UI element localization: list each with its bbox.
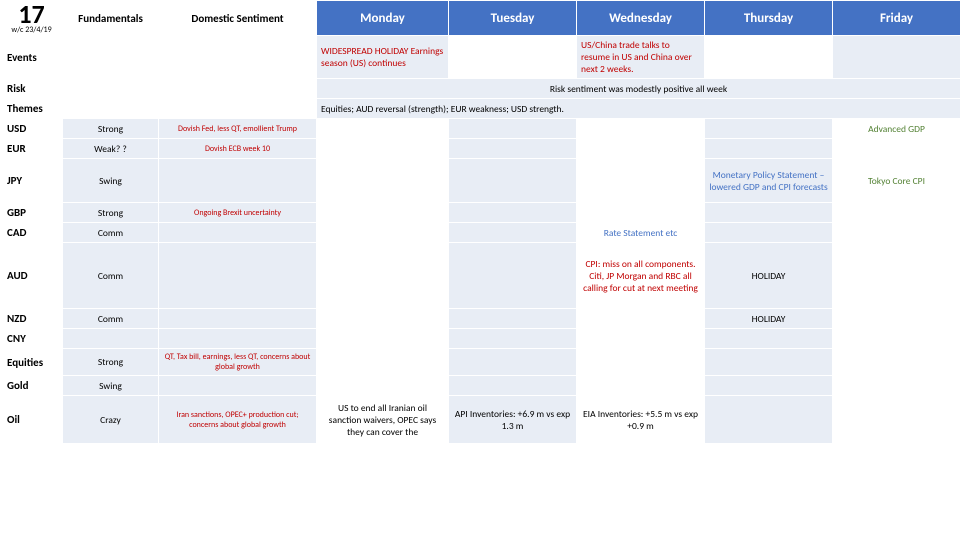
gbp-sent: Ongoing Brexit uncertainty (159, 203, 317, 223)
usd-sent: Dovish Fed, less QT, emollient Trump (159, 119, 317, 139)
cad-wed: Rate Statement etc (577, 223, 705, 243)
row-themes: Themes Equities; AUD reversal (strength)… (1, 99, 960, 119)
day-thu: Thursday (705, 1, 833, 36)
col-sentiment: Domestic Sentiment (159, 1, 317, 36)
oil-mon: US to end all Iranian oil sanction waive… (317, 396, 449, 444)
week-number-cell: 17 w/c 23/4/19 (1, 1, 63, 36)
weekly-matrix: 17 w/c 23/4/19 Fundamentals Domestic Sen… (0, 0, 960, 444)
row-eur: EUR Weak? ? Dovish ECB week 10 (1, 139, 960, 159)
row-gbp: GBP Strong Ongoing Brexit uncertainty (1, 203, 960, 223)
gold-fund: Swing (63, 376, 159, 396)
usd-fund: Strong (63, 119, 159, 139)
label-cny: CNY (1, 329, 63, 349)
nzd-thu: HOLIDAY (705, 309, 833, 329)
label-eur: EUR (1, 139, 63, 159)
row-gold: Gold Swing (1, 376, 960, 396)
day-mon: Monday (317, 1, 449, 36)
label-equities: Equities (1, 349, 63, 376)
row-risk: Risk Risk sentiment was modestly positiv… (1, 79, 960, 99)
col-fundamentals: Fundamentals (63, 1, 159, 36)
row-events: Events WIDESPREAD HOLIDAY Earnings seaso… (1, 36, 960, 79)
oil-wed: EIA Inventories: +5.5 m vs exp +0.9 m (577, 396, 705, 444)
label-nzd: NZD (1, 309, 63, 329)
label-events: Events (1, 36, 63, 79)
events-mon: WIDESPREAD HOLIDAY Earnings season (US) … (317, 36, 449, 79)
label-risk: Risk (1, 79, 63, 99)
events-wed: US/China trade talks to resume in US and… (577, 36, 705, 79)
oil-sent: Iran sanctions, OPEC+ production cut; co… (159, 396, 317, 444)
row-aud: AUD Comm CPI: miss on all components. Ci… (1, 243, 960, 309)
equities-sent: QT, Tax bill, earnings, less QT, concern… (159, 349, 317, 376)
oil-fund: Crazy (63, 396, 159, 444)
eur-sent: Dovish ECB week 10 (159, 139, 317, 159)
label-gold: Gold (1, 376, 63, 396)
label-jpy: JPY (1, 159, 63, 203)
label-themes: Themes (1, 99, 63, 119)
jpy-thu: Monetary Policy Statement – lowered GDP … (705, 159, 833, 203)
gbp-fund: Strong (63, 203, 159, 223)
risk-span: Risk sentiment was modestly positive all… (317, 79, 960, 99)
label-cad: CAD (1, 223, 63, 243)
eur-fund: Weak? ? (63, 139, 159, 159)
row-cny: CNY (1, 329, 960, 349)
row-nzd: NZD Comm HOLIDAY (1, 309, 960, 329)
day-fri: Friday (833, 1, 960, 36)
aud-fund: Comm (63, 243, 159, 309)
themes-span: Equities; AUD reversal (strength); EUR w… (317, 99, 960, 119)
nzd-fund: Comm (63, 309, 159, 329)
label-aud: AUD (1, 243, 63, 309)
row-usd: USD Strong Dovish Fed, less QT, emollien… (1, 119, 960, 139)
row-jpy: JPY Swing Monetary Policy Statement – lo… (1, 159, 960, 203)
row-equities: Equities Strong QT, Tax bill, earnings, … (1, 349, 960, 376)
aud-wed: CPI: miss on all components. Citi, JP Mo… (577, 243, 705, 309)
label-usd: USD (1, 119, 63, 139)
aud-thu: HOLIDAY (705, 243, 833, 309)
cad-fund: Comm (63, 223, 159, 243)
header-row: 17 w/c 23/4/19 Fundamentals Domestic Sen… (1, 1, 960, 36)
equities-fund: Strong (63, 349, 159, 376)
day-wed: Wednesday (577, 1, 705, 36)
jpy-fund: Swing (63, 159, 159, 203)
week-sub: w/c 23/4/19 (1, 25, 62, 35)
day-tue: Tuesday (449, 1, 577, 36)
oil-tue: API Inventories: +6.9 m vs exp 1.3 m (449, 396, 577, 444)
row-cad: CAD Comm Rate Statement etc (1, 223, 960, 243)
row-oil: Oil Crazy Iran sanctions, OPEC+ producti… (1, 396, 960, 444)
usd-fri: Advanced GDP (833, 119, 960, 139)
label-oil: Oil (1, 396, 63, 444)
jpy-fri: Tokyo Core CPI (833, 159, 960, 203)
label-gbp: GBP (1, 203, 63, 223)
